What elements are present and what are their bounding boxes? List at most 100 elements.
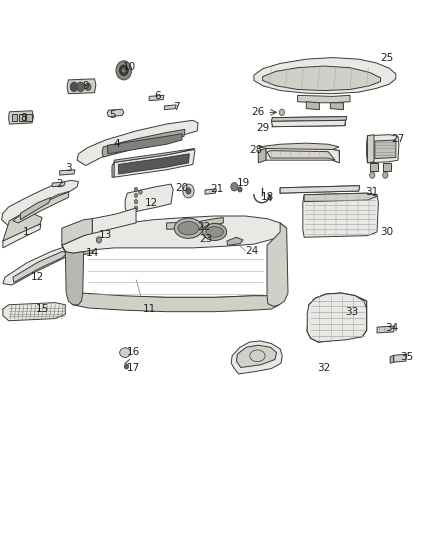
Text: 20: 20 — [175, 183, 188, 193]
Polygon shape — [12, 114, 17, 122]
Polygon shape — [297, 95, 350, 103]
Text: 5: 5 — [109, 110, 115, 120]
Text: 25: 25 — [381, 53, 394, 63]
Polygon shape — [272, 120, 346, 127]
Circle shape — [231, 182, 238, 191]
Text: 15: 15 — [35, 304, 49, 314]
Polygon shape — [332, 150, 339, 163]
Text: 17: 17 — [127, 362, 141, 373]
Circle shape — [134, 193, 138, 197]
Circle shape — [383, 172, 388, 178]
Ellipse shape — [120, 348, 131, 358]
Text: 32: 32 — [317, 362, 330, 373]
Polygon shape — [263, 66, 381, 91]
Polygon shape — [330, 103, 343, 110]
Circle shape — [134, 206, 138, 210]
Circle shape — [279, 109, 285, 116]
Polygon shape — [77, 120, 198, 165]
Polygon shape — [394, 354, 407, 362]
Polygon shape — [166, 217, 223, 229]
Polygon shape — [390, 356, 394, 364]
Polygon shape — [20, 197, 51, 220]
Text: 9: 9 — [82, 81, 89, 91]
Polygon shape — [108, 134, 182, 154]
Polygon shape — [383, 163, 392, 171]
Polygon shape — [258, 143, 339, 151]
Text: 29: 29 — [256, 123, 269, 133]
Circle shape — [85, 83, 91, 91]
Polygon shape — [164, 105, 176, 110]
Text: 10: 10 — [123, 62, 136, 72]
Polygon shape — [267, 151, 335, 160]
Polygon shape — [370, 163, 378, 171]
Ellipse shape — [250, 350, 265, 362]
Polygon shape — [73, 293, 279, 312]
Polygon shape — [304, 193, 377, 201]
Text: 11: 11 — [142, 304, 156, 314]
Circle shape — [124, 364, 129, 369]
Text: 2: 2 — [57, 179, 63, 189]
Ellipse shape — [174, 218, 203, 238]
Text: 24: 24 — [245, 246, 258, 255]
Text: 34: 34 — [385, 322, 398, 333]
Text: 26: 26 — [251, 107, 265, 117]
Polygon shape — [67, 79, 96, 94]
Polygon shape — [367, 135, 399, 163]
Polygon shape — [367, 135, 374, 163]
Polygon shape — [3, 246, 74, 285]
Text: 33: 33 — [346, 306, 359, 317]
Polygon shape — [112, 163, 114, 177]
Text: 18: 18 — [261, 192, 274, 203]
Polygon shape — [307, 293, 367, 342]
Polygon shape — [303, 193, 378, 237]
Circle shape — [77, 82, 85, 92]
Ellipse shape — [203, 223, 226, 240]
Text: 31: 31 — [365, 187, 378, 197]
Text: 35: 35 — [400, 352, 413, 362]
Polygon shape — [231, 341, 283, 374]
Polygon shape — [92, 236, 118, 243]
Text: 19: 19 — [237, 177, 250, 188]
Polygon shape — [62, 245, 84, 305]
Polygon shape — [13, 192, 69, 223]
Polygon shape — [13, 252, 68, 282]
Polygon shape — [3, 303, 65, 321]
Circle shape — [70, 82, 78, 92]
Circle shape — [139, 190, 142, 194]
Circle shape — [370, 172, 375, 178]
Polygon shape — [2, 180, 78, 227]
Polygon shape — [3, 224, 41, 248]
Text: 4: 4 — [113, 139, 120, 149]
Polygon shape — [62, 216, 287, 253]
Polygon shape — [280, 185, 360, 193]
Circle shape — [96, 237, 102, 243]
Circle shape — [120, 65, 128, 76]
Ellipse shape — [206, 227, 223, 237]
Circle shape — [134, 187, 138, 191]
Text: 12: 12 — [145, 198, 158, 208]
Text: 30: 30 — [381, 227, 394, 237]
Polygon shape — [62, 219, 92, 245]
Polygon shape — [81, 249, 93, 255]
Polygon shape — [107, 109, 124, 117]
Text: 12: 12 — [31, 272, 44, 282]
Polygon shape — [306, 102, 319, 110]
Circle shape — [186, 188, 191, 194]
Polygon shape — [227, 237, 243, 245]
Polygon shape — [375, 140, 396, 159]
Polygon shape — [81, 294, 268, 304]
Polygon shape — [377, 326, 395, 333]
Polygon shape — [52, 182, 65, 187]
Polygon shape — [60, 169, 75, 175]
Polygon shape — [125, 184, 173, 213]
Circle shape — [116, 61, 132, 80]
Polygon shape — [112, 150, 195, 177]
Text: 6: 6 — [155, 91, 161, 101]
Polygon shape — [266, 149, 339, 163]
Text: 23: 23 — [199, 234, 212, 244]
Text: 22: 22 — [197, 222, 210, 232]
Text: 7: 7 — [173, 102, 180, 112]
Polygon shape — [119, 154, 189, 174]
Circle shape — [122, 68, 126, 72]
Polygon shape — [3, 211, 42, 241]
